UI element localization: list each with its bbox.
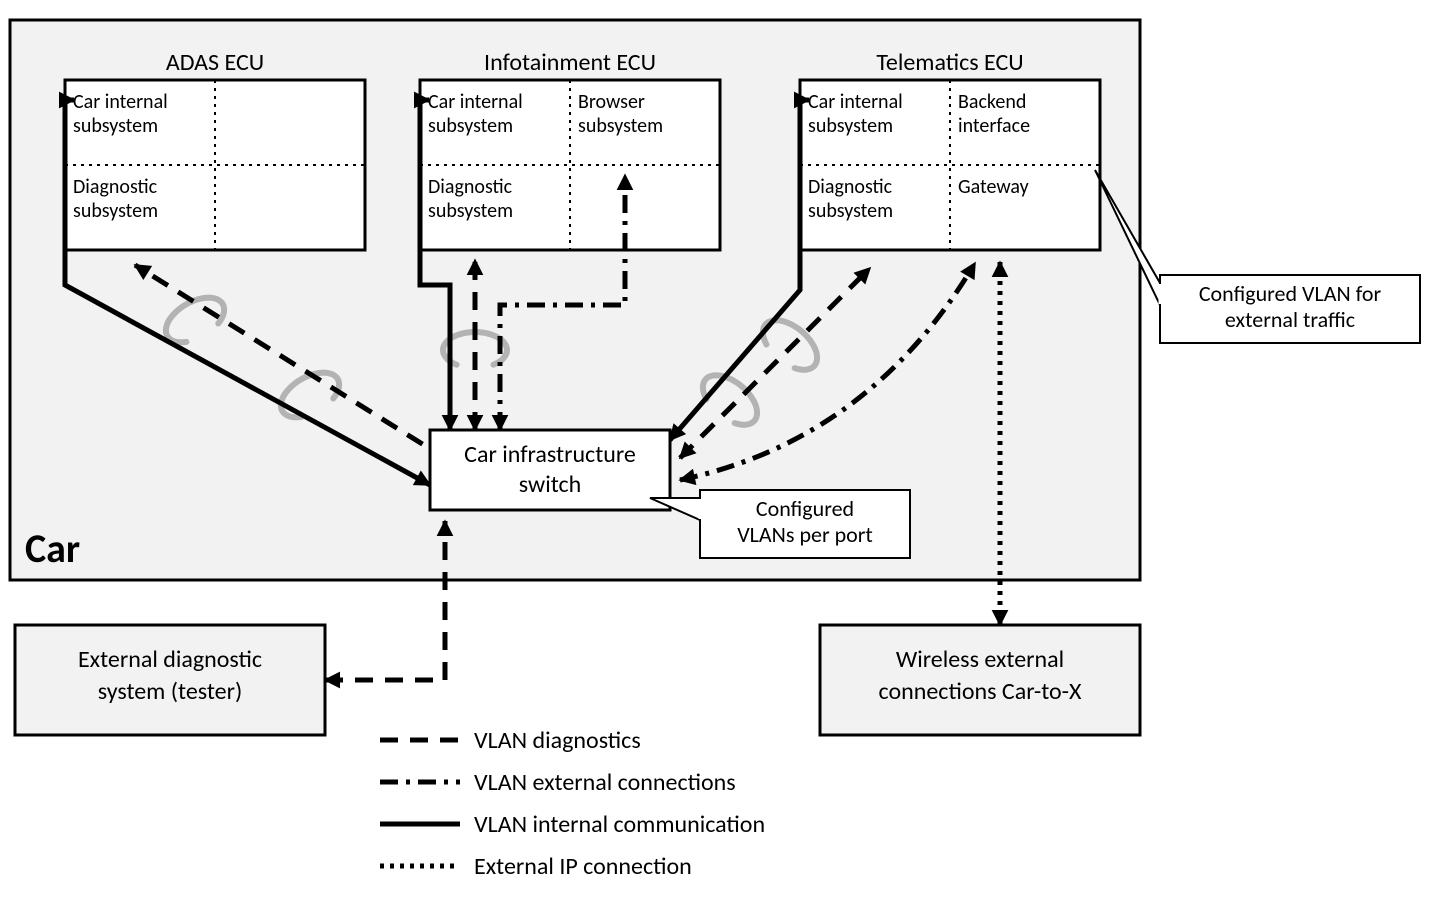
ecu-cell-infotainment-diagnostic-l2: subsystem	[428, 199, 513, 223]
ecu-title-telematics: Telematics ECU	[876, 48, 1023, 77]
legend-label-vlan_external: VLAN external connections	[474, 768, 736, 797]
car-label: Car	[25, 524, 80, 573]
callout-l1-vlan_external: Configured VLAN for	[1199, 280, 1382, 307]
ecu-cell-adas-diagnostic-l2: subsystem	[73, 199, 158, 223]
ecu-cell-telematics-gateway-l1: Gateway	[958, 175, 1029, 199]
callout-l1-vlan_per_port: Configured	[756, 495, 854, 522]
ecu-cell-infotainment-browser-l1: Browser	[578, 90, 645, 114]
ecu-cell-telematics-backend-l1: Backend	[958, 90, 1026, 114]
ecu-cell-adas-car_internal-l1: Car internal	[73, 90, 168, 114]
ecu-cell-telematics-diagnostic-l2: subsystem	[808, 199, 893, 223]
ecu-cell-telematics-car_internal-l2: subsystem	[808, 114, 893, 138]
external-label1-wireless: Wireless external	[896, 645, 1064, 674]
ecu-cell-infotainment-diagnostic-l1: Diagnostic	[428, 175, 513, 199]
callout-l2-vlan_external: external traffic	[1225, 306, 1355, 333]
ecu-cell-adas-diagnostic-l1: Diagnostic	[73, 175, 158, 199]
external-label2-tester: system (tester)	[98, 677, 243, 706]
ecu-cell-telematics-backend-l2: interface	[958, 114, 1030, 138]
ecu-title-adas: ADAS ECU	[166, 48, 264, 77]
switch-label-1: Car infrastructure	[464, 440, 636, 469]
ecu-title-infotainment: Infotainment ECU	[484, 48, 656, 77]
ecu-cell-adas-car_internal-l2: subsystem	[73, 114, 158, 138]
external-label1-tester: External diagnostic	[78, 645, 262, 674]
ecu-cell-telematics-car_internal-l1: Car internal	[808, 90, 903, 114]
legend-label-ip_external: External IP connection	[474, 852, 692, 881]
ecu-cell-infotainment-car_internal-l1: Car internal	[428, 90, 523, 114]
ecu-cell-infotainment-car_internal-l2: subsystem	[428, 114, 513, 138]
legend-label-vlan_internal: VLAN internal communication	[474, 810, 765, 839]
ecu-cell-telematics-diagnostic-l1: Diagnostic	[808, 175, 893, 199]
external-label2-wireless: connections Car-to-X	[879, 677, 1082, 706]
ecu-cell-infotainment-browser-l2: subsystem	[578, 114, 663, 138]
callout-l2-vlan_per_port: VLANs per port	[737, 521, 873, 548]
switch-label-2: switch	[519, 470, 581, 499]
legend-label-vlan_diagnostics: VLAN diagnostics	[474, 726, 641, 755]
